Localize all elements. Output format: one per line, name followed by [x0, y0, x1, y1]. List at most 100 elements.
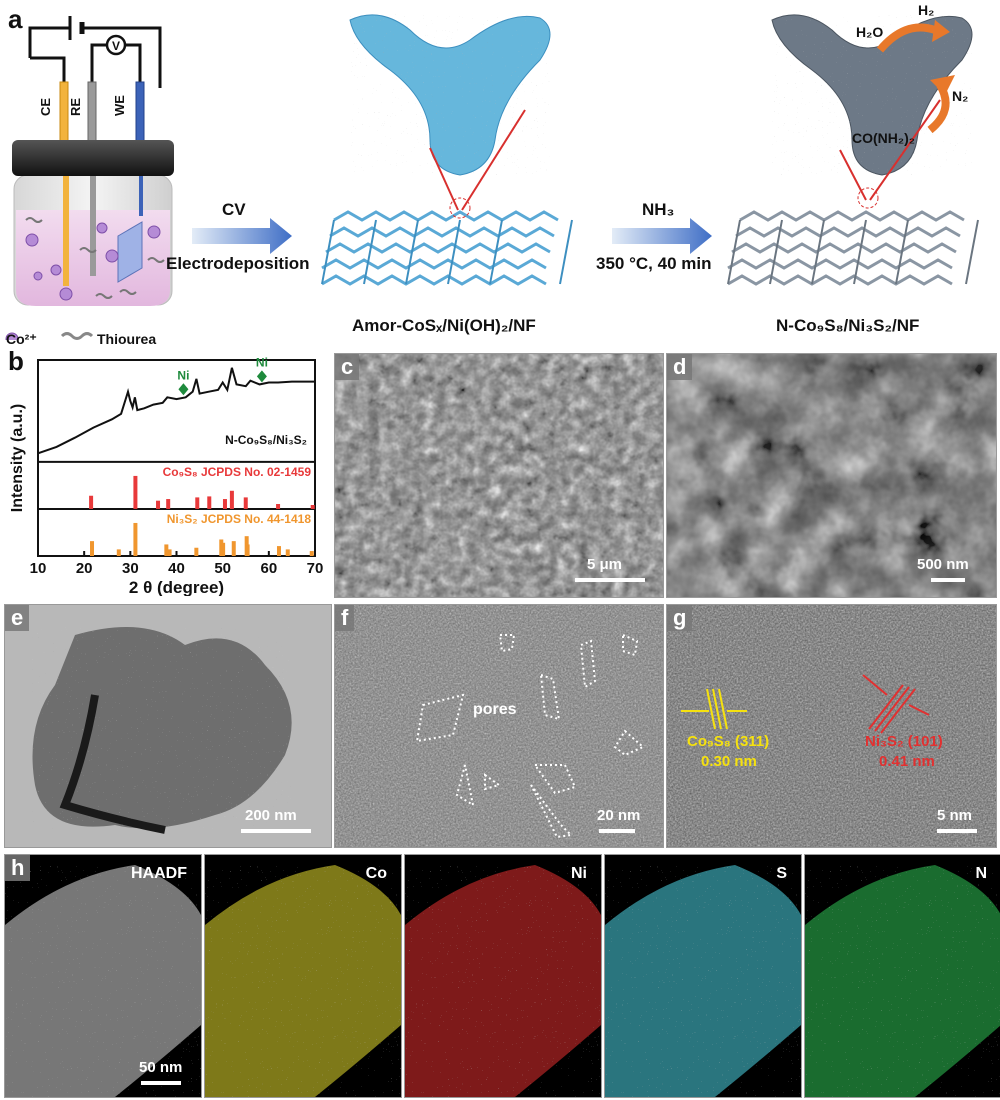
- fringe-2-label: Ni₃S₂ (101): [865, 733, 943, 750]
- voltmeter-label: V: [112, 39, 120, 53]
- fringe-1-label: Co₉S₈ (311): [687, 733, 770, 750]
- eds-map-ni: Ni: [404, 854, 602, 1098]
- zoom-line-1b: [461, 109, 526, 211]
- zoom-line-1a: [429, 147, 459, 211]
- zoom-line-2a: [839, 149, 867, 201]
- step1-top-label: CV: [222, 200, 246, 219]
- panel-b-letter: b: [8, 346, 24, 376]
- reaction-n2-label: N₂: [952, 88, 969, 104]
- co9s8-reference-peak: [243, 497, 248, 509]
- tem-image-pores: f pores 20 nm: [334, 604, 664, 848]
- panel-h-letter: h: [5, 855, 31, 881]
- ni3s2-reference-peak: [116, 549, 121, 556]
- scale-bar-d: [931, 578, 965, 582]
- ni3s2-reference-peak: [167, 549, 172, 556]
- series-label: N-Co₉S₈/Ni₃S₂: [225, 433, 307, 447]
- ni3s2-reference-peak: [309, 551, 314, 556]
- zoom-circle-2: [857, 187, 879, 209]
- x-tick-label: 60: [260, 560, 277, 577]
- panel-a-schematic: V CE RE WE: [5, 14, 979, 340]
- scale-bar-c: [575, 578, 645, 582]
- ni3s2-reference-peak: [133, 522, 138, 556]
- panel-f-letter: f: [335, 605, 355, 631]
- eds-map-title: HAADF: [131, 865, 187, 882]
- re-electrode-top: [87, 81, 97, 143]
- ni-marker-icon: [256, 370, 267, 383]
- scale-bar-h: [141, 1081, 181, 1085]
- eds-map-title: Ni: [571, 865, 587, 882]
- eds-map-row: HAADF h 50 nm Co Ni S N: [0, 854, 1000, 1098]
- ni3s2-reference-peak: [90, 541, 95, 556]
- x-tick-label: 70: [307, 560, 324, 577]
- step2-bottom-label: 350 °C, 40 min: [596, 254, 712, 273]
- legend-thiourea-label: Thiourea: [97, 331, 157, 347]
- scale-label-d: 500 nm: [917, 556, 969, 573]
- ni-marker-label: Ni: [256, 355, 268, 369]
- scale-label-e: 200 nm: [245, 807, 297, 824]
- co9s8-reference-label: Co₉S₈ JCPDS No. 02-1459: [163, 465, 312, 479]
- ni3s2-reference-peak: [285, 549, 290, 556]
- ni3s2-reference-peak: [164, 544, 169, 556]
- scale-label-f: 20 nm: [597, 807, 641, 824]
- ni3s2-reference-label: Ni₃S₂ JCPDS No. 44-1418: [167, 512, 312, 526]
- x-tick-label: 40: [168, 560, 185, 577]
- tem-image-low-mag: e 200 nm: [4, 604, 332, 848]
- scale-bar-f: [599, 829, 635, 833]
- reaction-h2o-label: H₂O: [856, 24, 884, 40]
- co9s8-fringe-lines: [681, 688, 747, 730]
- co9s8-reference-peak: [89, 495, 94, 509]
- step1-bottom-label: Electrodeposition: [166, 254, 310, 273]
- ni3s2-reference-peak: [194, 547, 199, 556]
- panel-g-letter: g: [667, 605, 693, 631]
- panel-d-letter: d: [667, 354, 693, 380]
- scale-label-h: 50 nm: [139, 1059, 183, 1076]
- co9s8-reference-peak: [207, 496, 212, 509]
- co-ions: [25, 222, 161, 301]
- scale-label-g: 5 nm: [937, 807, 973, 824]
- scale-bar-g: [937, 829, 977, 833]
- nickel-foam-blue-struts: [321, 219, 573, 285]
- ni3s2-reference-peak: [221, 542, 226, 556]
- ce-label: CE: [38, 98, 53, 116]
- ce-electrode-top: [59, 81, 69, 143]
- we-foam: [117, 221, 143, 283]
- thiourea-legend-icon: [60, 332, 94, 340]
- x-tick-label: 10: [30, 560, 47, 577]
- co9s8-reference-peak: [166, 499, 171, 509]
- co9s8-reference-peak: [276, 504, 281, 509]
- sem-image-high-mag: d 500 nm: [666, 353, 997, 598]
- co9s8-reference-peak: [222, 499, 227, 509]
- beaker-lid: [12, 140, 174, 176]
- zoom-circle-1: [449, 197, 471, 219]
- eds-map-n: N: [804, 854, 1000, 1098]
- scale-label-c: 5 μm: [587, 556, 623, 573]
- eds-map-title: N: [975, 865, 987, 882]
- panel-c-letter: c: [335, 354, 360, 380]
- co9s8-reference-peak: [133, 475, 138, 509]
- co9s8-reference-peak: [310, 504, 315, 509]
- product2-label: N-Co₉S₈/Ni₃S₂/NF: [776, 316, 920, 335]
- nickel-foam-gray-struts: [727, 219, 979, 285]
- zoom-line-2b: [869, 99, 941, 201]
- x-axis-label: 2 θ (degree): [129, 578, 224, 596]
- sem-image-low-mag: c 5 μm: [334, 353, 664, 598]
- co9s8-reference-peak: [229, 490, 234, 509]
- eds-map-s: S: [604, 854, 802, 1098]
- xrd-chart: 10 20 30 40 50 60 70 2 θ (degree) Intensity (a.u…: [9, 355, 324, 596]
- thiourea-molecules: [25, 217, 165, 299]
- step1-arrow-icon: [192, 218, 292, 254]
- product1-label: Amor-CoSₓ/Ni(OH)₂/NF: [352, 316, 536, 335]
- ni3s2-fringe-lines: [862, 674, 930, 734]
- ni3s2-reference-peak: [276, 546, 281, 556]
- xrd-frame: [37, 359, 316, 557]
- ni-marker-label: Ni: [177, 368, 189, 382]
- nickel-foam-gray: [727, 210, 965, 286]
- pores-label: pores: [473, 701, 517, 718]
- voltmeter-icon: [105, 34, 127, 56]
- eds-map-title: Co: [365, 865, 387, 882]
- x-tick-label: 20: [76, 560, 93, 577]
- co-ion-legend-icon: [5, 332, 19, 340]
- step2-arrow-icon: [612, 218, 712, 254]
- reaction-h2-label: H₂: [918, 2, 935, 18]
- reaction-urea-label: CO(NH₂)₂: [852, 130, 915, 146]
